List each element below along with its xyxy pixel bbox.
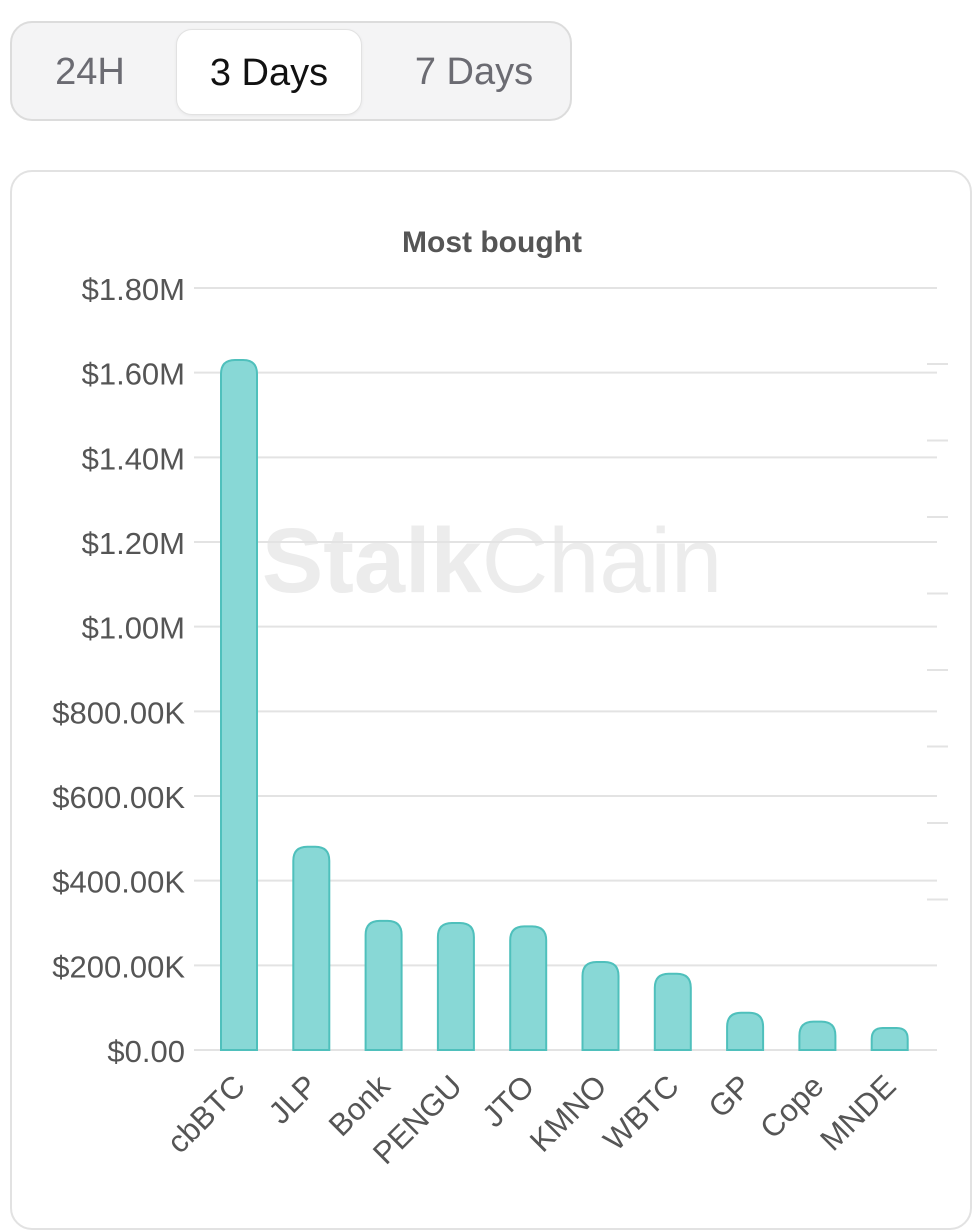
x-tick-label: MNDE <box>813 1068 902 1157</box>
bar-kmno <box>581 960 620 1051</box>
watermark-light: Chain <box>482 510 722 612</box>
x-tick-label: JLP <box>262 1068 325 1131</box>
x-tick-label: cbBTC <box>160 1068 252 1160</box>
x-tick-label: KMNO <box>523 1068 614 1159</box>
x-tick-label: GP <box>702 1068 758 1124</box>
bar-gp <box>726 1011 765 1051</box>
y-tick-label: $800.00K <box>52 695 185 730</box>
y-tick-label: $1.80M <box>82 272 185 307</box>
bar-jto <box>509 925 548 1051</box>
y-tick-label: $600.00K <box>52 780 185 815</box>
bar-jlp <box>292 845 331 1051</box>
chart-card: StalkChain $0.00 $200.00K $400.00K $600.00K… <box>10 170 972 1230</box>
chart-title: Most bought <box>402 226 582 259</box>
bar-cbbtc <box>220 358 258 1051</box>
time-range-tabs: 24H 3 Days 7 Days <box>10 21 572 121</box>
bar-bonk <box>364 919 403 1051</box>
tab-24h[interactable]: 24H <box>55 51 125 93</box>
bar-cope <box>798 1020 837 1051</box>
bar-mnde <box>870 1026 909 1051</box>
bars <box>220 358 909 1051</box>
bar-pengu <box>436 922 475 1051</box>
y-tick-label: $0.00 <box>107 1034 185 1069</box>
tab-3-days[interactable]: 3 Days <box>176 29 362 115</box>
y-tick-label: $1.40M <box>82 441 185 476</box>
most-bought-bar-chart: StalkChain $0.00 $200.00K $400.00K $600.00K… <box>52 226 948 1171</box>
y-tick-label: $400.00K <box>52 865 185 900</box>
y-tick-label: $200.00K <box>52 949 185 984</box>
y-tick-label: $1.60M <box>82 357 185 392</box>
y-tick-label: $1.20M <box>82 526 185 561</box>
tab-7-days[interactable]: 7 Days <box>414 51 534 93</box>
watermark: StalkChain <box>262 510 722 612</box>
x-tick-label: WBTC <box>596 1068 685 1157</box>
y-axis-ticks: $0.00 $200.00K $400.00K $600.00K $800.00K $1.… <box>52 272 185 1069</box>
y-tick-label: $1.00M <box>82 611 185 646</box>
watermark-bold: Stalk <box>262 510 483 612</box>
bar-wbtc <box>653 972 692 1051</box>
x-tick-label: JTO <box>475 1068 541 1134</box>
